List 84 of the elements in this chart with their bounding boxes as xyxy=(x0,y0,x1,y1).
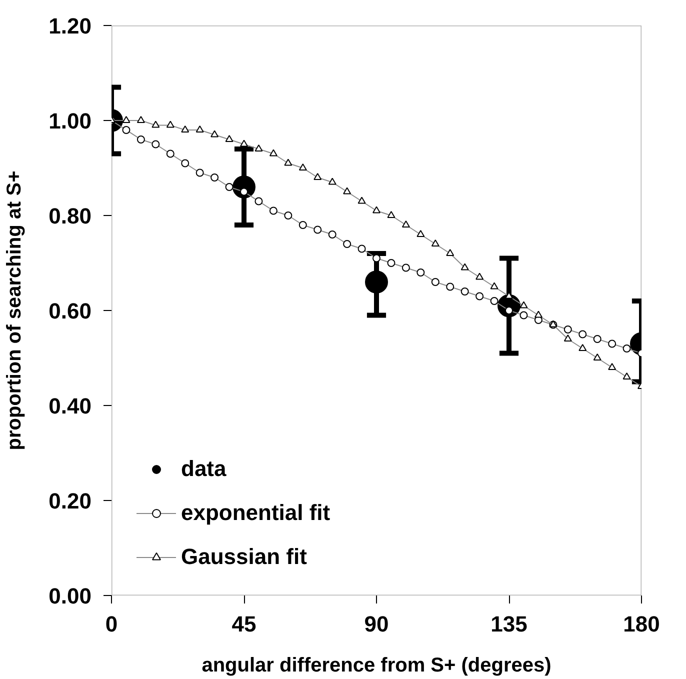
point xyxy=(328,230,336,238)
y-tick-label: 0.40 xyxy=(48,394,92,418)
point xyxy=(328,178,336,185)
point xyxy=(490,297,498,305)
point xyxy=(314,226,322,234)
point xyxy=(196,125,204,133)
point xyxy=(166,150,174,158)
point xyxy=(490,282,498,290)
point xyxy=(578,344,587,352)
point xyxy=(578,330,587,338)
point xyxy=(358,196,366,204)
point xyxy=(343,240,352,248)
point xyxy=(460,263,469,270)
point xyxy=(314,172,322,180)
point xyxy=(520,311,528,320)
point xyxy=(122,126,130,134)
point xyxy=(254,197,263,206)
legend-label: Gaussian fit xyxy=(181,544,307,570)
point xyxy=(446,282,454,291)
point xyxy=(358,244,366,253)
point xyxy=(210,174,219,182)
point xyxy=(181,159,190,168)
legend-label: data xyxy=(181,456,226,482)
y-tick-label: 1.00 xyxy=(48,108,92,134)
point xyxy=(284,158,292,166)
y-axis-title: proportion of searching at S+ xyxy=(4,170,26,450)
point xyxy=(152,120,160,128)
x-tick-label: 0 xyxy=(105,612,118,636)
point xyxy=(534,310,542,318)
point xyxy=(608,362,616,370)
point xyxy=(564,326,572,334)
point xyxy=(240,188,248,196)
point xyxy=(564,334,572,342)
x-tick-label: 180 xyxy=(623,612,660,636)
point xyxy=(622,372,631,380)
x-tick-label: 45 xyxy=(232,612,256,636)
point xyxy=(520,301,528,308)
point xyxy=(416,268,425,276)
y-tick-label: 1.20 xyxy=(48,14,92,38)
point xyxy=(372,206,380,214)
point xyxy=(446,248,454,256)
point xyxy=(298,221,307,229)
point xyxy=(593,353,602,361)
point xyxy=(460,288,469,296)
x-tick-label: 90 xyxy=(364,612,389,636)
x-tick-label: 135 xyxy=(490,612,528,636)
point xyxy=(284,212,292,220)
point xyxy=(387,210,396,218)
point xyxy=(240,140,248,147)
y-tick-label: 0.20 xyxy=(48,488,92,514)
point xyxy=(152,140,160,148)
point xyxy=(136,136,145,144)
point xyxy=(181,125,190,133)
point xyxy=(210,130,219,138)
point xyxy=(416,230,425,238)
point xyxy=(166,120,174,128)
point xyxy=(225,183,234,191)
y-tick-label: 0.80 xyxy=(48,204,92,228)
point xyxy=(505,306,513,314)
point xyxy=(431,278,440,286)
point xyxy=(593,335,602,343)
point xyxy=(343,187,352,194)
point xyxy=(269,206,278,215)
point xyxy=(622,344,631,352)
point xyxy=(372,254,380,262)
point xyxy=(365,270,388,294)
point xyxy=(196,168,204,177)
point xyxy=(402,220,410,228)
point xyxy=(608,340,616,348)
point xyxy=(136,116,145,124)
point xyxy=(476,292,484,300)
point xyxy=(122,116,130,124)
point xyxy=(269,149,278,156)
point xyxy=(476,272,484,280)
point xyxy=(298,163,307,171)
legend-label: exponential fit xyxy=(181,500,330,526)
point xyxy=(254,144,263,152)
y-tick-label: 0.00 xyxy=(48,584,92,608)
y-tick-label: 0.60 xyxy=(48,298,92,324)
point xyxy=(402,264,410,272)
point xyxy=(387,259,396,267)
point xyxy=(431,239,440,247)
point xyxy=(225,134,234,142)
x-axis-title: angular difference from S+ (degrees) xyxy=(202,654,552,676)
